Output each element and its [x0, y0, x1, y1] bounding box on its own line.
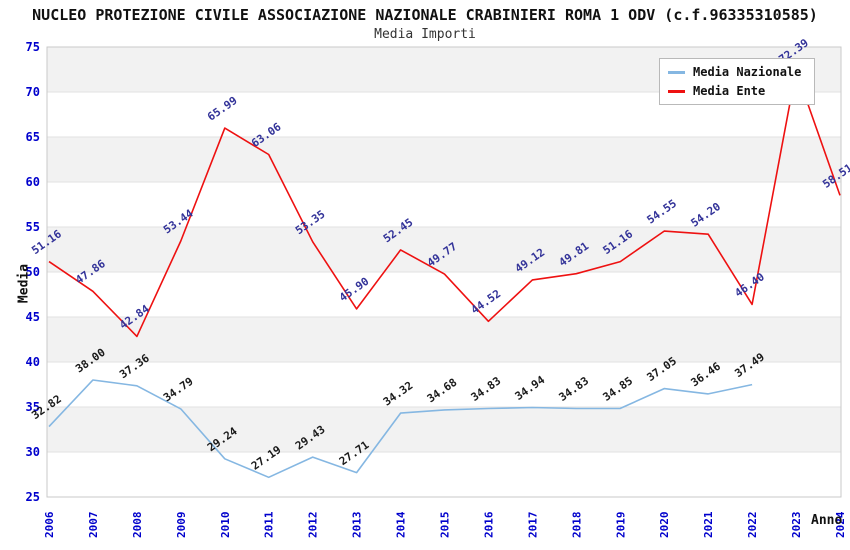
legend: Media Nazionale Media Ente — [659, 58, 815, 105]
x-tick-label: 2006 — [43, 511, 56, 538]
data-label-media-nazionale: 34.83 — [557, 374, 592, 404]
x-tick-label: 2012 — [307, 512, 320, 539]
x-tick-label: 2022 — [746, 512, 759, 539]
x-tick-label: 2007 — [87, 512, 100, 539]
x-tick-label: 2024 — [834, 511, 847, 538]
plot-band — [47, 137, 841, 182]
data-label-media-ente: 54.20 — [688, 200, 723, 230]
x-axis-title: Anno — [811, 513, 843, 528]
data-label-media-ente: 65.99 — [205, 94, 240, 124]
data-label-media-nazionale: 34.79 — [161, 375, 196, 405]
x-tick-label: 2018 — [570, 512, 583, 539]
x-tick-label: 2016 — [482, 511, 495, 538]
data-label-media-nazionale: 36.46 — [688, 359, 723, 389]
plot-band — [47, 407, 841, 452]
x-tick-label: 2020 — [658, 512, 671, 539]
data-label-media-ente: 46.40 — [732, 270, 767, 300]
y-tick-label: 60 — [26, 175, 40, 189]
legend-label-media-nazionale: Media Nazionale — [693, 65, 802, 79]
x-tick-label: 2019 — [614, 512, 627, 539]
data-label-media-nazionale: 34.68 — [425, 376, 460, 406]
data-label-media-nazionale: 34.32 — [381, 379, 416, 409]
legend-item-media-ente[interactable]: Media Ente — [668, 84, 806, 98]
y-tick-label: 75 — [26, 40, 40, 54]
y-tick-label: 30 — [26, 445, 40, 459]
x-tick-label: 2014 — [395, 511, 408, 538]
plot-band — [47, 317, 841, 362]
y-tick-label: 65 — [26, 130, 40, 144]
x-tick-label: 2023 — [790, 512, 803, 539]
y-tick-label: 45 — [26, 310, 40, 324]
series-line-media-ente[interactable] — [48, 69, 841, 338]
x-tick-label: 2010 — [219, 512, 232, 539]
data-label-media-nazionale: 34.83 — [469, 374, 504, 404]
series-line-media-nazionale[interactable] — [48, 379, 753, 479]
legend-label-media-ente: Media Ente — [693, 84, 766, 98]
media-ente-line-swatch — [668, 89, 685, 93]
y-tick-label: 70 — [26, 85, 40, 99]
x-tick-label: 2015 — [439, 512, 452, 539]
media-nazionale-line-swatch — [668, 70, 685, 74]
y-tick-label: 25 — [26, 490, 40, 504]
y-axis-title: Media — [16, 263, 32, 304]
chart-subtitle: Media Importi — [374, 27, 476, 42]
x-tick-label: 2013 — [351, 512, 364, 539]
x-tick-label: 2011 — [263, 511, 276, 538]
y-tick-label: 55 — [26, 220, 40, 234]
data-label-media-nazionale: 34.94 — [513, 373, 548, 403]
data-label-media-ente: 45.90 — [337, 275, 372, 305]
data-label-media-ente: 54.55 — [644, 197, 679, 227]
data-label-media-nazionale: 34.85 — [601, 374, 636, 404]
chart-title: NUCLEO PROTEZIONE CIVILE ASSOCIAZIONE NA… — [32, 6, 818, 24]
legend-item-media-nazionale[interactable]: Media Nazionale — [668, 65, 806, 79]
y-tick-label: 50 — [26, 265, 40, 279]
plot-border — [46, 46, 842, 498]
x-tick-label: 2021 — [702, 511, 715, 538]
x-tick-label: 2017 — [526, 512, 539, 539]
y-tick-label: 40 — [26, 355, 40, 369]
x-tick-label: 2009 — [175, 512, 188, 539]
y-tick-label: 35 — [26, 400, 40, 414]
x-tick-label: 2008 — [131, 512, 144, 539]
